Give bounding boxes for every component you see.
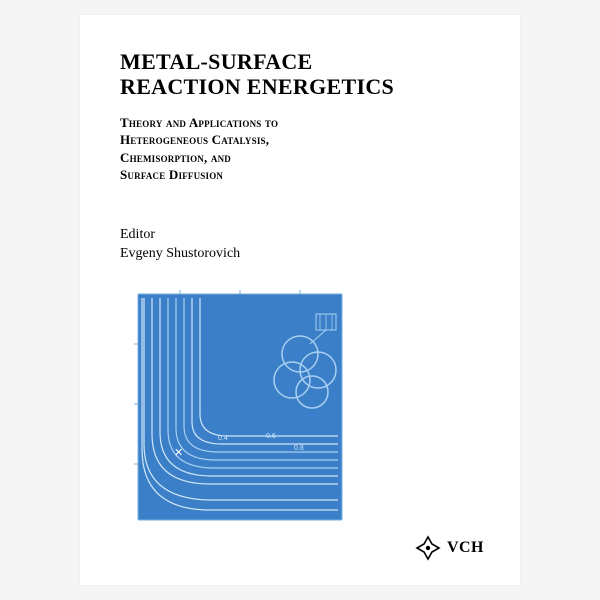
svg-text:0.4: 0.4 [218, 435, 228, 442]
title-line-2: REACTION ENERGETICS [120, 74, 394, 99]
publisher: VCH [415, 535, 484, 561]
subtitle-line-2: Heterogeneous Catalysis, [120, 132, 269, 147]
editor-name: Evgeny Shustorovich [120, 245, 480, 264]
publisher-name: VCH [447, 539, 484, 557]
book-cover: METAL-SURFACE REACTION ENERGETICS Theory… [80, 15, 520, 585]
title-line-1: METAL-SURFACE [120, 49, 313, 74]
svg-text:0.8: 0.8 [294, 445, 304, 452]
contour-diagram: ✕ 0.4 0.6 0.8 [120, 284, 360, 530]
book-subtitle: Theory and Applications to Heterogeneous… [120, 114, 380, 184]
cover-figure: ✕ 0.4 0.6 0.8 [120, 284, 360, 530]
subtitle-line-4: Surface Diffusion [120, 167, 223, 182]
publisher-logo-icon [415, 535, 441, 561]
editor-label: Editor [120, 226, 480, 245]
svg-text:0.6: 0.6 [266, 433, 276, 440]
book-title: METAL-SURFACE REACTION ENERGETICS [120, 49, 480, 100]
subtitle-line-1: Theory and Applications to [120, 115, 278, 130]
svg-text:✕: ✕ [174, 447, 183, 459]
subtitle-line-3: Chemisorption, and [120, 150, 231, 165]
